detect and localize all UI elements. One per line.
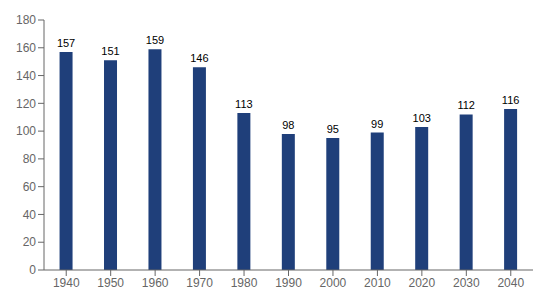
svg-text:120: 120 bbox=[16, 97, 36, 111]
svg-text:1980: 1980 bbox=[231, 276, 258, 290]
svg-text:1960: 1960 bbox=[142, 276, 169, 290]
svg-text:0: 0 bbox=[29, 263, 36, 277]
svg-text:95: 95 bbox=[327, 123, 339, 135]
svg-text:146: 146 bbox=[190, 52, 208, 64]
svg-text:98: 98 bbox=[282, 119, 294, 131]
svg-text:116: 116 bbox=[502, 94, 520, 106]
svg-text:113: 113 bbox=[235, 98, 253, 110]
svg-text:100: 100 bbox=[16, 124, 36, 138]
svg-text:157: 157 bbox=[57, 37, 75, 49]
svg-text:1940: 1940 bbox=[53, 276, 80, 290]
svg-text:60: 60 bbox=[23, 180, 37, 194]
svg-text:20: 20 bbox=[23, 235, 37, 249]
svg-text:160: 160 bbox=[16, 41, 36, 55]
svg-text:103: 103 bbox=[413, 112, 431, 124]
svg-text:40: 40 bbox=[23, 208, 37, 222]
svg-text:151: 151 bbox=[101, 45, 119, 57]
svg-text:2010: 2010 bbox=[364, 276, 391, 290]
svg-text:2000: 2000 bbox=[320, 276, 347, 290]
svg-text:140: 140 bbox=[16, 69, 36, 83]
svg-text:1950: 1950 bbox=[97, 276, 124, 290]
svg-text:1990: 1990 bbox=[275, 276, 302, 290]
svg-text:2040: 2040 bbox=[497, 276, 524, 290]
svg-text:180: 180 bbox=[16, 13, 36, 27]
svg-text:80: 80 bbox=[23, 152, 37, 166]
svg-text:99: 99 bbox=[371, 118, 383, 130]
svg-text:2030: 2030 bbox=[453, 276, 480, 290]
svg-text:159: 159 bbox=[146, 34, 164, 46]
svg-text:112: 112 bbox=[457, 99, 475, 111]
svg-text:1970: 1970 bbox=[186, 276, 213, 290]
svg-text:2020: 2020 bbox=[409, 276, 436, 290]
